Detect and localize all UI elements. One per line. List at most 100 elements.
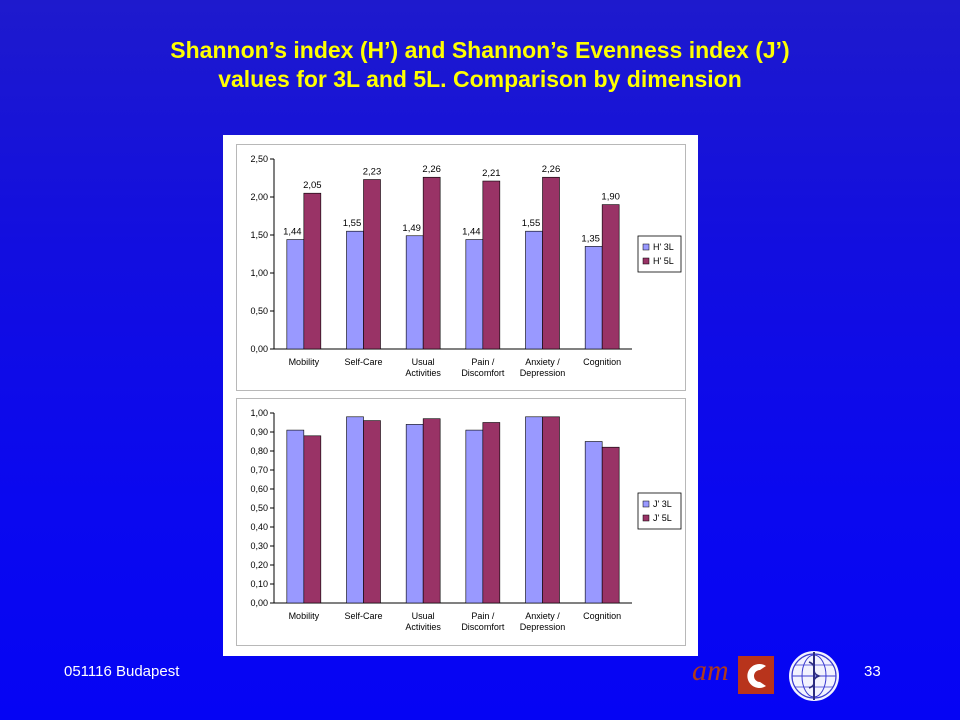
amc-logo-c-shape — [747, 664, 766, 688]
j-category-label: Self-Care — [344, 611, 382, 621]
j-bar-5l — [303, 435, 322, 604]
j-bar-3l — [405, 424, 424, 604]
h-y-tick-label: 1,00 — [250, 268, 268, 278]
j-bar-5l — [601, 446, 620, 604]
h-data-label: 2,23 — [363, 167, 382, 178]
slide-title-line-1: Shannon’s index (H’) and Shannon’s Evenn… — [170, 37, 790, 63]
j-y-tick-label: 0,90 — [250, 427, 268, 437]
h-bar-5l — [601, 204, 620, 350]
shannon-index-chart: 0,00 0,50 1,00 1,50 2,00 2,50 1,44 2,05 Mobility… — [236, 144, 686, 391]
j-y-tick-label: 0,10 — [250, 579, 268, 589]
h-legend-swatch — [642, 243, 650, 251]
h-data-label: 1,55 — [343, 218, 362, 229]
j-category-label: Anxiety / — [525, 611, 560, 621]
h-bar-3l — [584, 246, 603, 350]
j-bar-5l — [542, 416, 560, 604]
h-category-label: Pain / — [471, 357, 495, 367]
h-category-label: Cognition — [583, 357, 621, 367]
j-category-label: Usual — [412, 611, 435, 621]
h-data-label: 1,44 — [283, 227, 302, 238]
h-bar-5l — [303, 192, 322, 350]
shannon-index-chart-svg: 0,00 0,50 1,00 1,50 2,00 2,50 1,44 2,05 Mobility… — [250, 154, 682, 378]
h-bar-3l — [286, 239, 305, 350]
h-data-label: 1,90 — [601, 192, 620, 203]
h-category-label: Anxiety / — [525, 357, 560, 367]
j-category-label: Cognition — [583, 611, 621, 621]
h-y-tick-label: 0,00 — [250, 344, 268, 354]
h-bar-5l — [422, 176, 441, 350]
h-y-tick-label: 0,50 — [250, 306, 268, 316]
h-category-label: Discomfort — [461, 368, 505, 378]
who-emblem-icon — [789, 651, 839, 701]
h-data-label: 1,55 — [522, 218, 541, 229]
h-data-label: 1,35 — [581, 233, 600, 244]
j-category-label: Pain / — [471, 611, 495, 621]
j-plot-area — [274, 413, 632, 603]
j-y-tick-label: 0,50 — [250, 503, 268, 513]
j-legend-label: J' 5L — [653, 513, 672, 523]
h-legend-swatch — [642, 257, 650, 265]
h-category-label: Self-Care — [344, 357, 382, 367]
h-data-label: 2,26 — [542, 164, 561, 175]
h-category-label: Mobility — [289, 357, 320, 367]
j-legend-swatch — [642, 514, 650, 522]
slide-title: Shannon’s index (H’) and Shannon’s Evenn… — [60, 36, 900, 94]
j-bar-5l — [422, 418, 441, 604]
h-data-label: 2,26 — [422, 164, 441, 175]
amc-logo-text: am — [692, 654, 729, 687]
j-bar-5l — [482, 422, 501, 604]
j-y-tick-label: 0,80 — [250, 446, 268, 456]
j-bar-3l — [584, 441, 603, 604]
figure-panel: 0,00 0,50 1,00 1,50 2,00 2,50 1,44 2,05 Mobility… — [223, 135, 698, 656]
j-category-label: Mobility — [289, 611, 320, 621]
h-y-tick-label: 2,50 — [250, 154, 268, 164]
evenness-index-chart-svg: 0,00 0,10 0,20 0,30 0,40 0,50 0,60 0,70 0,80 0,90… — [250, 408, 682, 632]
h-legend — [637, 235, 682, 273]
h-category-label: Usual — [412, 357, 435, 367]
h-bar-3l — [465, 239, 484, 350]
j-legend — [637, 492, 682, 530]
j-category-label: Depression — [520, 622, 566, 632]
h-data-label: 2,21 — [482, 168, 501, 179]
h-y-tick-label: 2,00 — [250, 192, 268, 202]
j-bar-3l — [525, 416, 543, 604]
page-number: 33 — [864, 663, 881, 680]
j-category-label: Activities — [405, 622, 441, 632]
h-y-tick-label: 1,50 — [250, 230, 268, 240]
j-y-tick-label: 0,40 — [250, 522, 268, 532]
j-category-label: Discomfort — [461, 622, 505, 632]
j-y-tick-label: 0,30 — [250, 541, 268, 551]
j-y-tick-label: 0,00 — [250, 598, 268, 608]
h-data-label: 2,05 — [303, 180, 322, 191]
j-bar-3l — [346, 416, 364, 604]
j-bar-5l — [363, 420, 381, 604]
j-y-tick-label: 0,70 — [250, 465, 268, 475]
h-legend-label: H' 3L — [653, 242, 674, 252]
j-y-tick-label: 0,20 — [250, 560, 268, 570]
j-y-tick-label: 0,60 — [250, 484, 268, 494]
j-legend-swatch — [642, 500, 650, 508]
h-plot-area — [274, 159, 632, 349]
slide-title-line-2: values for 3L and 5L. Comparison by dime… — [218, 66, 742, 92]
footer-location-date: 051116 Budapest — [64, 663, 180, 680]
h-bar-3l — [405, 235, 424, 350]
evenness-index-chart: 0,00 0,10 0,20 0,30 0,40 0,50 0,60 0,70 0,80 0,90… — [236, 398, 686, 646]
h-bar-5l — [542, 176, 560, 350]
j-bar-3l — [286, 429, 305, 604]
h-data-label: 1,49 — [402, 223, 421, 234]
j-legend-label: J' 3L — [653, 499, 672, 509]
h-data-label: 1,44 — [462, 227, 481, 238]
h-bar-5l — [363, 179, 381, 350]
amc-logo: am — [692, 654, 774, 694]
logos: am — [690, 648, 850, 709]
h-category-label: Activities — [405, 368, 441, 378]
h-category-label: Depression — [520, 368, 566, 378]
j-bar-3l — [465, 429, 484, 604]
amc-logo-block — [738, 656, 774, 694]
h-bar-3l — [525, 230, 543, 350]
h-legend-label: H' 5L — [653, 256, 674, 266]
logos-svg: am — [692, 651, 839, 701]
h-bar-3l — [346, 230, 364, 350]
h-bar-5l — [482, 180, 501, 350]
j-y-tick-label: 1,00 — [250, 408, 268, 418]
